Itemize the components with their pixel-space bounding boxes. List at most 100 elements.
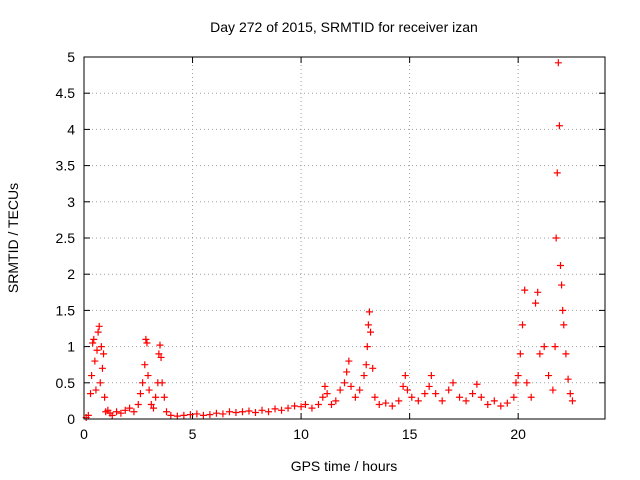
y-tick-label: 2 — [67, 266, 75, 282]
data-point-marker — [92, 386, 100, 394]
data-point-marker — [484, 401, 492, 409]
data-point-marker — [319, 393, 327, 401]
data-point-marker — [84, 411, 92, 419]
y-tick-label: 0 — [67, 411, 75, 427]
data-point-marker — [540, 343, 548, 351]
data-point-marker — [553, 169, 561, 177]
data-point-marker — [152, 393, 160, 401]
data-point-marker — [545, 372, 553, 380]
data-point-marker — [97, 343, 105, 351]
data-point-marker — [568, 397, 576, 405]
data-point-marker — [521, 286, 529, 294]
data-point-marker — [523, 379, 531, 387]
data-point-marker — [332, 397, 340, 405]
data-point-marker — [519, 321, 527, 329]
data-point-marker — [336, 386, 344, 394]
axis-ticks: 0 0.5 1 1.5 2 2.5 3 3.5 4 4.5 5 0 5 10 15 20 — [56, 49, 605, 442]
data-point-marker — [371, 393, 379, 401]
data-point-marker — [351, 393, 359, 401]
data-point-marker — [251, 408, 259, 416]
data-point-marker — [369, 364, 377, 372]
data-point-marker — [173, 412, 181, 420]
data-point-marker — [193, 410, 201, 418]
data-point-marker — [554, 59, 562, 67]
data-point-marker — [96, 379, 104, 387]
data-point-marker — [121, 406, 129, 414]
y-tick-label: 4 — [67, 121, 75, 137]
data-point-marker — [314, 401, 322, 409]
y-tick-label: 2.5 — [56, 230, 76, 246]
data-point-marker — [155, 350, 163, 358]
chart-title: Day 272 of 2015, SRMTID for receiver iza… — [210, 19, 478, 35]
data-point-marker — [156, 341, 164, 349]
data-point-marker — [225, 408, 233, 416]
data-point-marker — [87, 390, 95, 398]
data-point-marker — [449, 379, 457, 387]
data-point-marker — [327, 401, 335, 409]
grid — [84, 57, 605, 419]
data-point-marker — [147, 401, 155, 409]
data-point-marker — [278, 406, 286, 414]
data-point-marker — [149, 404, 157, 412]
data-point-marker — [469, 390, 477, 398]
data-point-marker — [503, 399, 511, 407]
data-point-marker — [145, 386, 153, 394]
x-tick-label: 0 — [80, 426, 88, 442]
data-point-marker — [301, 401, 309, 409]
data-point-marker — [562, 350, 570, 358]
data-point-marker — [98, 364, 106, 372]
data-point-marker — [551, 343, 559, 351]
data-point-marker — [345, 357, 353, 365]
data-point-marker — [341, 379, 348, 387]
data-point-marker — [108, 411, 116, 419]
data-point-marker — [343, 368, 351, 376]
data-point-marker — [347, 382, 355, 390]
data-point-marker — [134, 401, 142, 409]
data-point-marker — [258, 406, 266, 414]
data-point-marker — [432, 390, 440, 398]
data-point-marker — [477, 393, 485, 401]
data-point-marker — [408, 393, 416, 401]
x-tick-label: 10 — [293, 426, 309, 442]
data-point-marker — [126, 404, 134, 412]
data-point-marker — [101, 393, 109, 401]
data-point-marker — [160, 393, 168, 401]
data-point-marker — [534, 288, 542, 296]
y-tick-label: 3.5 — [56, 158, 76, 174]
data-point-marker — [364, 321, 372, 329]
data-point-marker — [238, 408, 246, 416]
data-point-marker — [308, 404, 316, 412]
data-point-marker — [514, 372, 522, 380]
data-point-marker — [414, 397, 422, 405]
data-point-marker — [130, 408, 138, 416]
data-point-marker — [388, 402, 396, 410]
y-tick-label: 1.5 — [56, 302, 76, 318]
data-point-marker — [516, 350, 524, 358]
data-point-marker — [186, 411, 194, 419]
data-point-marker — [399, 382, 407, 390]
data-point-marker — [395, 397, 403, 405]
data-point-marker — [559, 306, 567, 314]
y-tick-label: 0.5 — [56, 375, 76, 391]
data-point-marker — [321, 382, 329, 390]
data-point-marker — [421, 390, 429, 398]
data-point-marker — [139, 379, 147, 387]
x-tick-label: 15 — [402, 426, 418, 442]
x-tick-label: 5 — [189, 426, 197, 442]
data-point-marker — [438, 397, 446, 405]
plot-frame — [83, 56, 606, 420]
data-point-marker — [362, 361, 370, 369]
data-point-marker — [284, 404, 292, 412]
data-point-marker — [297, 403, 305, 411]
data-point-marker — [375, 401, 383, 409]
data-point-marker — [363, 343, 371, 351]
data-point-marker — [162, 408, 170, 416]
data-point-marker — [560, 321, 568, 329]
data-point-marker — [462, 397, 470, 405]
data-point-marker — [555, 122, 563, 130]
data-point-marker — [232, 408, 240, 416]
data-point-marker — [549, 386, 557, 394]
data-point-marker — [360, 372, 368, 380]
data-point-marker — [89, 339, 97, 347]
